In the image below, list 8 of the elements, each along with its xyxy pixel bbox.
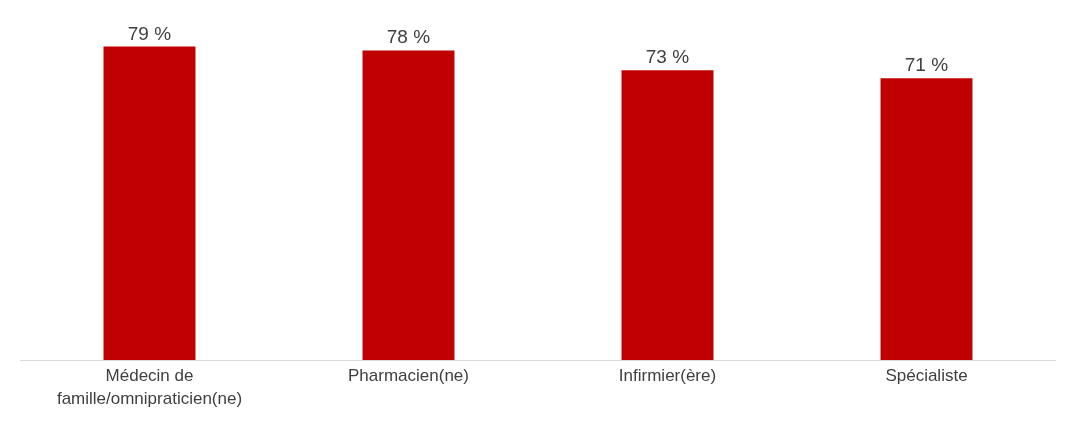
- data-label: 79 %: [127, 22, 172, 44]
- x-tick-label: Pharmacien(ne): [348, 366, 469, 386]
- data-label: 73 %: [645, 46, 690, 68]
- x-tick-label: Médecin de famille/omnipraticien(ne): [56, 366, 243, 408]
- data-label: 78 %: [386, 26, 431, 48]
- data-label: 71 %: [904, 54, 949, 76]
- x-tick-label: Spécialiste: [885, 366, 968, 386]
- x-tick-label: Infirmier(ère): [618, 366, 717, 386]
